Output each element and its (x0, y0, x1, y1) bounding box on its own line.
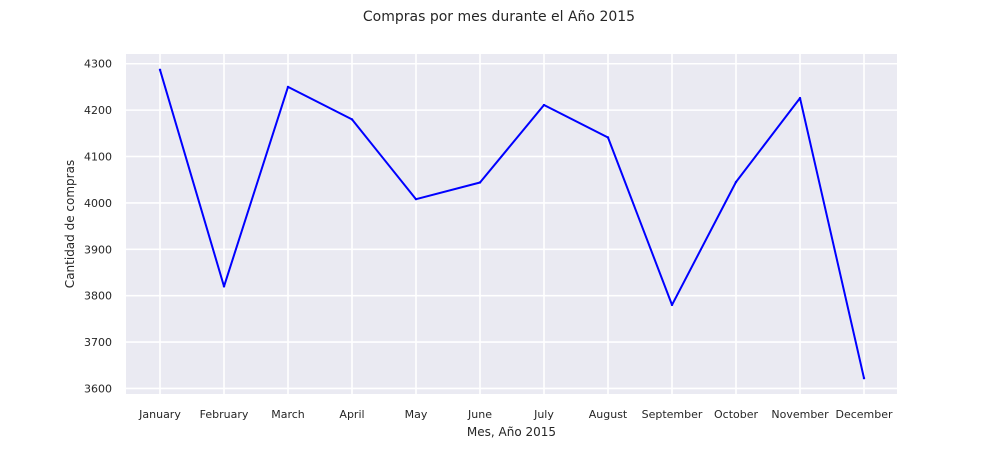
y-tick-label: 4200 (84, 104, 112, 117)
y-tick-label: 3700 (84, 336, 112, 349)
data-point (606, 136, 610, 139)
x-tick-label: November (771, 408, 829, 421)
x-gridlines (159, 54, 865, 394)
x-tick-label: August (589, 408, 628, 421)
data-point (670, 303, 674, 307)
data-point (798, 96, 802, 100)
y-axis-label: Cantidad de compras (63, 160, 77, 288)
x-tick-label: January (138, 408, 181, 421)
x-tick-label: October (714, 408, 758, 421)
x-tick-label: July (533, 408, 554, 421)
chart-title: Compras por mes durante el Año 2015 (363, 9, 635, 25)
data-point (222, 285, 226, 288)
y-gridlines (126, 62, 897, 390)
x-tick-label: December (835, 408, 893, 421)
x-tick-label: February (200, 408, 249, 421)
plot-area (126, 54, 897, 394)
data-point (414, 197, 418, 201)
y-tick-label: 3600 (84, 382, 112, 395)
y-tick-label: 4100 (84, 151, 112, 164)
data-point (158, 68, 162, 71)
y-tick-label: 4000 (84, 197, 112, 210)
x-tick-label: May (405, 408, 428, 421)
series-group (158, 68, 866, 380)
y-tick-label: 3900 (84, 243, 112, 256)
x-tick-label: March (271, 408, 305, 421)
data-point (350, 118, 354, 121)
x-tick-label: September (642, 408, 703, 421)
y-tick-label: 3800 (84, 290, 112, 303)
data-point (542, 103, 546, 107)
x-tick-label: June (467, 408, 492, 421)
x-axis-label: Mes, Año 2015 (467, 425, 556, 439)
x-tick-labels: January February March April May June July Augu… (138, 408, 893, 421)
data-point (862, 377, 866, 380)
x-tick-label: April (339, 408, 364, 421)
y-tick-labels: 3600 3700 3800 3900 4000 4100 4200 4300 (84, 58, 112, 396)
data-point (734, 180, 738, 184)
data-point (286, 85, 290, 89)
y-tick-label: 4300 (84, 58, 112, 71)
data-point (478, 181, 482, 184)
series-line (159, 69, 865, 379)
